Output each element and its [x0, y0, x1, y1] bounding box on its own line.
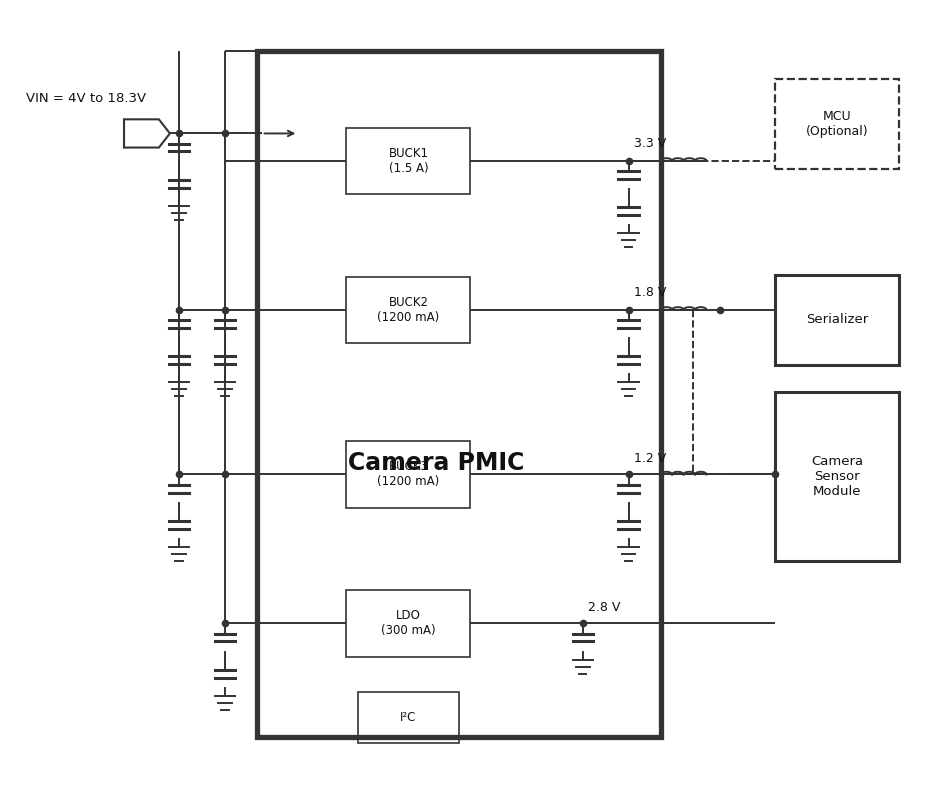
Text: Camera
Sensor
Module: Camera Sensor Module [812, 455, 863, 498]
Text: BUCK1
(1.5 A): BUCK1 (1.5 A) [388, 147, 429, 175]
Text: I²C: I²C [401, 711, 417, 724]
Text: VIN = 4V to 18.3V: VIN = 4V to 18.3V [26, 92, 146, 105]
Bar [346, 127, 470, 194]
Text: 1.8 V: 1.8 V [634, 286, 666, 298]
Text: Serializer: Serializer [806, 313, 869, 326]
Bar [775, 274, 899, 365]
Text: 1.2 V: 1.2 V [634, 452, 666, 465]
Text: MCU
(Optional): MCU (Optional) [806, 110, 869, 138]
Text: 2.8 V: 2.8 V [588, 601, 621, 614]
Bar [346, 590, 470, 657]
Bar [346, 441, 470, 508]
Bar [346, 277, 470, 343]
Text: BUCK3
(1200 mA): BUCK3 (1200 mA) [377, 461, 440, 489]
Bar [775, 392, 899, 561]
Text: LDO
(300 mA): LDO (300 mA) [381, 610, 435, 638]
Text: BUCK2
(1200 mA): BUCK2 (1200 mA) [377, 296, 440, 324]
Text: 3.3 V: 3.3 V [634, 137, 666, 150]
Bar [257, 51, 661, 737]
Bar [775, 78, 899, 169]
Bar [358, 692, 459, 743]
Text: Camera PMIC: Camera PMIC [347, 450, 524, 474]
